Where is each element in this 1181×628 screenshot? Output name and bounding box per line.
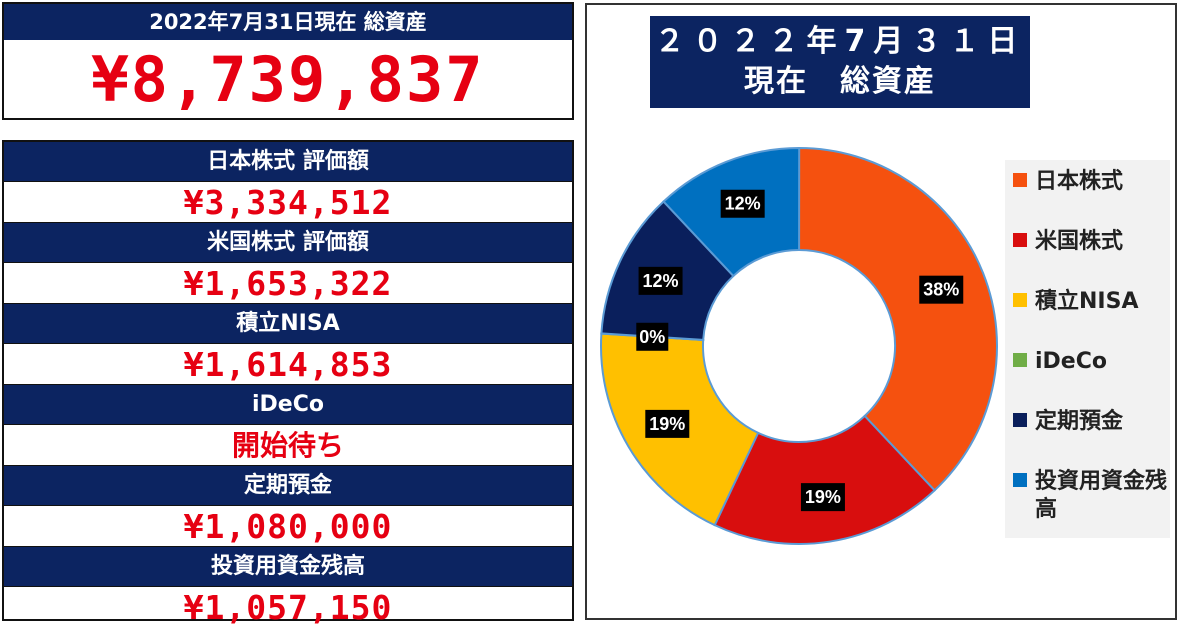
legend-label-1: 米国株式 xyxy=(1035,229,1124,254)
asset-label-fixed-deposit: 定期預金 xyxy=(4,466,572,506)
legend-swatch-0 xyxy=(1013,173,1027,187)
legend-item-3: iDeCo xyxy=(1013,348,1170,376)
asset-label-japan-stock: 日本株式 評価額 xyxy=(4,142,572,182)
data-label-2: 19% xyxy=(645,409,690,438)
legend-label-0: 日本株式 xyxy=(1035,169,1124,194)
asset-value-ideco: 開始待ち xyxy=(4,425,572,466)
legend-swatch-5 xyxy=(1013,473,1027,487)
data-label-text-4: 12% xyxy=(643,271,679,291)
total-assets-panel: 2022年7月31日現在 総資産 ¥8,739,837 xyxy=(2,2,574,120)
donut-slice-0 xyxy=(798,146,998,492)
legend-label-4: 定期預金 xyxy=(1035,409,1124,434)
data-label-text-3: 0% xyxy=(639,327,665,347)
asset-value-japan-stock: ¥3,334,512 xyxy=(4,182,572,223)
legend-item-4: 定期預金 xyxy=(1013,408,1170,436)
asset-label-ideco: iDeCo xyxy=(4,385,572,425)
asset-breakdown-table: 日本株式 評価額 ¥3,334,512 米国株式 評価額 ¥1,653,322 … xyxy=(2,140,574,627)
asset-label-nisa: 積立NISA xyxy=(4,304,572,344)
legend-label-5: 投資用資金残高 xyxy=(1035,469,1168,522)
legend-label-3: iDeCo xyxy=(1035,349,1107,374)
legend-swatch-2 xyxy=(1013,293,1027,307)
data-label-0: 38% xyxy=(919,275,964,304)
data-label-1: 19% xyxy=(800,483,845,512)
legend-swatch-3 xyxy=(1013,353,1027,367)
data-label-text-1: 19% xyxy=(805,487,841,507)
legend-label-2: 積立NISA xyxy=(1035,289,1139,314)
data-label-4: 12% xyxy=(638,266,683,295)
total-assets-header: 2022年7月31日現在 総資産 xyxy=(4,4,572,40)
legend-item-5: 投資用資金残高 xyxy=(1013,468,1170,524)
legend-item-1: 米国株式 xyxy=(1013,228,1170,256)
asset-value-investment-cash: ¥1,057,150 xyxy=(183,588,393,627)
asset-value-nisa: ¥1,614,853 xyxy=(4,344,572,385)
data-label-text-0: 38% xyxy=(923,280,959,300)
donut-slice-1 xyxy=(713,414,936,545)
total-assets-value: ¥8,739,837 xyxy=(91,43,485,116)
asset-label-investment-cash: 投資用資金残高 xyxy=(4,547,572,587)
legend-item-2: 積立NISA xyxy=(1013,288,1170,316)
chart-title-line2: 現在 総資産 xyxy=(744,64,936,99)
legend-swatch-1 xyxy=(1013,233,1027,247)
data-label-3: 0% xyxy=(636,322,669,351)
chart-legend: 日本株式米国株式積立NISA iDeCo 定期預金投資用資金残高 xyxy=(1005,160,1170,538)
asset-value-fixed-deposit: ¥1,080,000 xyxy=(4,506,572,547)
legend-item-0: 日本株式 xyxy=(1013,168,1170,196)
data-label-text-2: 19% xyxy=(649,414,685,434)
chart-title: ２０２２年7月３１日 現在 総資産 xyxy=(650,16,1030,108)
asset-value-us-stock: ¥1,653,322 xyxy=(4,263,572,304)
data-label-text-5: 12% xyxy=(725,194,761,214)
legend-swatch-4 xyxy=(1013,413,1027,427)
data-label-5: 12% xyxy=(720,189,765,218)
asset-label-us-stock: 米国株式 評価額 xyxy=(4,223,572,263)
chart-title-line1: ２０２２年7月３１日 xyxy=(654,24,1026,59)
